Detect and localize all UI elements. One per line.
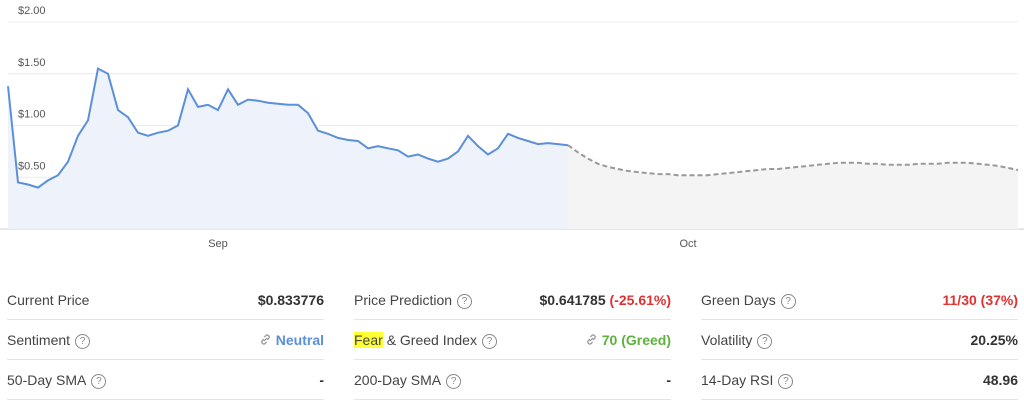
stat-label: 200-Day SMA? (354, 360, 462, 400)
y-tick-label: $2.00 (18, 5, 46, 17)
value-text: $0.641785 (539, 292, 606, 308)
stat-value: 48.96 (983, 360, 1018, 400)
stat-cell: 200-Day SMA? - (354, 360, 671, 400)
stat-cell: 14-Day RSI? 48.96 (701, 360, 1018, 400)
line (567, 144, 1019, 177)
y-tick-label: $1.50 (18, 57, 46, 69)
stat-label: Volatility? (701, 320, 773, 360)
stat-value: 20.25% (971, 320, 1018, 360)
value-text: $0.833776 (257, 292, 324, 308)
stat-cell: Green Days? 11/30 (37%) (701, 280, 1018, 320)
link-icon (259, 321, 272, 361)
label-text: & Greed Index (386, 332, 477, 348)
help-icon: ? (446, 373, 462, 389)
x-tick-label: Oct (679, 238, 696, 250)
label-text: Sentiment (7, 332, 71, 348)
line (7, 67, 569, 189)
stat-value: - (666, 360, 671, 400)
label-text: Current Price (7, 292, 90, 308)
stats-row: Sentiment? Neutral Fear & Greed Index? 70 (… (0, 320, 1024, 360)
stats-row: Current Price $0.833776 Price Prediction? $… (0, 280, 1024, 320)
stat-label: Fear & Greed Index? (354, 320, 497, 360)
value-text: - (319, 372, 324, 388)
stat-value: Neutral (259, 320, 324, 361)
stat-label: Price Prediction? (354, 280, 473, 320)
help-icon: ? (780, 293, 796, 309)
label-text: 50-Day SMA (7, 372, 87, 388)
value-text: 20.25% (970, 332, 1018, 348)
value-text: Neutral (275, 332, 324, 348)
help-icon: ? (457, 293, 473, 309)
stat-label: 50-Day SMA? (7, 360, 107, 400)
stat-cell: Sentiment? Neutral (7, 320, 324, 360)
highlight: Fear (354, 332, 383, 348)
help-icon: ? (75, 333, 91, 349)
change-text: (-25.61%) (609, 292, 671, 308)
stat-cell: Volatility? 20.25% (701, 320, 1018, 360)
value-text: - (666, 372, 671, 388)
stat-label: Current Price (7, 280, 89, 320)
stat-value: $0.641785 (-25.61%) (539, 280, 671, 320)
stat-label: Green Days? (701, 280, 796, 320)
stat-value: 11/30 (37%) (943, 280, 1019, 320)
stat-cell: Fear & Greed Index? 70 (Greed) (354, 320, 671, 360)
y-tick-label: $1.00 (18, 109, 46, 121)
stat-value: $0.833776 (258, 280, 324, 320)
value-text: 11/30 (37%) (942, 292, 1019, 308)
area (8, 68, 568, 229)
value-text: 70 (Greed) (601, 332, 671, 348)
stats-row: 50-Day SMA? - 200-Day SMA? - 14-Day RSI? 48.9… (0, 360, 1024, 400)
stat-cell: Current Price $0.833776 (7, 280, 324, 320)
stat-value: - (319, 360, 324, 400)
label-text: Green Days (701, 292, 776, 308)
help-icon: ? (757, 333, 773, 349)
label-text: Price Prediction (354, 292, 453, 308)
stat-label: 14-Day RSI? (701, 360, 794, 400)
y-tick-label: $0.50 (18, 160, 46, 172)
stat-cell: Price Prediction? $0.641785 (-25.61%) (354, 280, 671, 320)
help-icon: ? (91, 373, 107, 389)
stat-cell: 50-Day SMA? - (7, 360, 324, 400)
link-icon (585, 321, 598, 361)
x-tick-label: Sep (208, 238, 228, 250)
stat-value: 70 (Greed) (585, 320, 671, 361)
label-text: Volatility (701, 332, 753, 348)
help-icon: ? (481, 333, 497, 349)
value-text: 48.96 (982, 372, 1018, 388)
label-text: 200-Day SMA (354, 372, 442, 388)
help-icon: ? (778, 373, 794, 389)
label-text: 14-Day RSI (701, 372, 774, 388)
stat-label: Sentiment? (7, 320, 91, 360)
area (568, 145, 1018, 229)
